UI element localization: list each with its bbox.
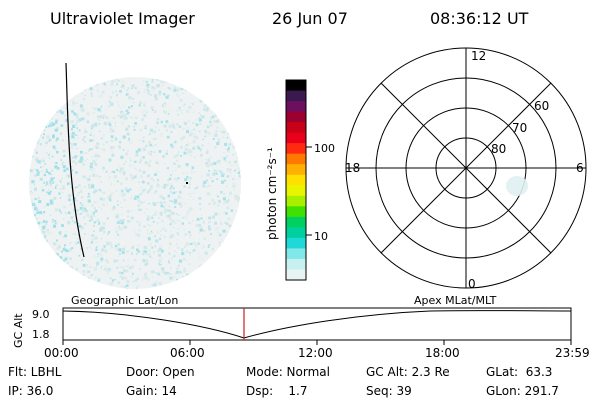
strip-x-tick-2359: 23:59 [555,346,590,360]
strip-x-tick-0600: 06:00 [170,346,205,360]
strip-x-tick-1800: 18:00 [425,346,460,360]
colorbar-band [286,195,306,207]
colorbar-band [286,90,306,102]
colorbar-label-100: 100 [314,142,335,155]
info-glon: GLon: 291.7 [486,384,559,398]
info-ip: IP: 36.0 [8,384,53,398]
colorbar-band [286,269,306,281]
colorbar-band [286,185,306,197]
colorbar-gradient [286,80,306,281]
mlt-label-18: 18 [345,161,360,175]
strip-y-tick-9: 9.0 [32,308,50,321]
colorbar-frame [285,79,307,281]
strip-x-ticks [62,340,572,345]
info-gain: Gain: 14 [126,384,177,398]
lat-label-80: 80 [491,142,506,156]
date-label: 26 Jun 07 [272,9,348,28]
image-noise-field [29,77,241,289]
colorbar-band [286,258,306,271]
colorbar-band [286,101,306,113]
info-filter: Flt: LBHL [8,365,62,379]
station-marker [186,182,188,184]
info-glat: GLat: 63.3 [486,365,552,379]
altitude-curve [62,310,572,339]
colorbar-band [286,248,306,260]
colorbar-band [286,80,306,92]
info-gc-alt: GC Alt: 2.3 Re [366,365,450,379]
info-panel: Flt: LBHL Door: Open Mode: Normal GC Alt… [8,365,559,398]
strip-right-caption: Apex MLat/MLT [414,294,497,307]
polar-plot [345,47,587,289]
colorbar-band [286,174,306,186]
strip-x-tick-0000: 00:00 [44,346,79,360]
colorbar-band [286,164,306,176]
colorbar-band [286,237,306,250]
colorbar-band [286,227,306,239]
info-door: Door: Open [126,365,195,379]
colorbar-band [286,122,306,134]
info-dsp: Dsp: 1.7 [246,384,308,398]
lat-label-60: 60 [534,99,549,113]
mlt-label-6: 6 [576,161,584,175]
colorbar-unit-label: photon cm⁻²s⁻¹ [265,147,279,240]
colorbar-band [286,206,306,218]
aurora-spot [506,176,528,196]
strip-y-label: GC Alt [12,313,25,348]
mlt-label-12: 12 [471,49,486,63]
mlt-label-0: 0 [468,277,476,291]
altitude-strip: Geographic Lat/Lon Apex MLat/MLT GC Alt … [12,294,590,360]
instrument-title: Ultraviolet Imager [50,9,195,28]
time-label: 08:36:12 UT [430,9,529,28]
polar-diagonal-2 [380,82,552,254]
strip-left-caption: Geographic Lat/Lon [71,294,178,307]
colorbar-band [286,153,306,165]
colorbar-band [286,111,306,123]
colorbar: 100 10 photon cm⁻²s⁻¹ [265,79,335,281]
geographic-image [29,62,241,289]
colorbar-band [286,216,306,228]
colorbar-band [286,132,306,144]
colorbar-band [286,143,306,155]
colorbar-label-10: 10 [314,230,328,243]
info-mode: Mode: Normal [246,365,330,379]
terminator-line [65,62,85,258]
strip-y-tick-1: 1.8 [32,328,50,341]
strip-frame [62,307,572,341]
strip-x-tick-1200: 12:00 [298,346,333,360]
info-seq: Seq: 39 [366,384,412,398]
lat-label-70: 70 [512,121,527,135]
